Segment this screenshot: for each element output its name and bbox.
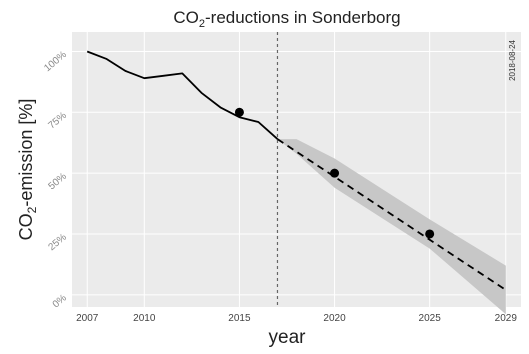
projection-line	[277, 138, 507, 291]
y-axis-label-prefix: CO	[16, 213, 36, 240]
target-point	[425, 229, 435, 239]
y-tick-label: 25%	[47, 232, 69, 253]
x-tick-label: 2007	[76, 313, 99, 324]
chart-title-subscript: 2	[199, 18, 205, 30]
confidence-band	[277, 139, 506, 315]
target-point	[330, 168, 340, 178]
y-tick-label: 50%	[47, 171, 69, 192]
chart-title-prefix: CO	[173, 8, 199, 27]
chart-title: CO2-reductions in Sonderborg	[173, 8, 400, 30]
x-tick-labels: 2007 2010 2015 2020 2025 2029	[76, 313, 517, 324]
x-tick-label: 2020	[323, 313, 346, 324]
series-lines-layer	[86, 32, 507, 307]
chart-title-suffix: -reductions in Sonderborg	[205, 8, 401, 27]
y-axis-label-subscript: 2	[25, 206, 39, 213]
date-label: 2018-08-24	[508, 39, 517, 80]
y-tick-labels: 0% 25% 50% 75% 100%	[42, 49, 69, 310]
target-points-layer	[234, 107, 435, 239]
x-tick-label: 2015	[228, 313, 251, 324]
y-axis-label-suffix: -emission [%]	[16, 99, 36, 207]
y-axis-label: CO2-emission [%]	[16, 99, 39, 241]
confidence-band-layer	[277, 139, 506, 315]
x-tick-label: 2010	[133, 313, 156, 324]
y-tick-label: 75%	[47, 110, 69, 131]
y-tick-label: 0%	[51, 293, 69, 311]
historical-emission-line	[86, 50, 279, 140]
x-axis-label: year	[269, 327, 307, 348]
y-tick-label: 100%	[42, 49, 69, 74]
x-tick-label: 2025	[419, 313, 442, 324]
x-tick-label: 2029	[495, 313, 518, 324]
target-point	[234, 107, 244, 117]
